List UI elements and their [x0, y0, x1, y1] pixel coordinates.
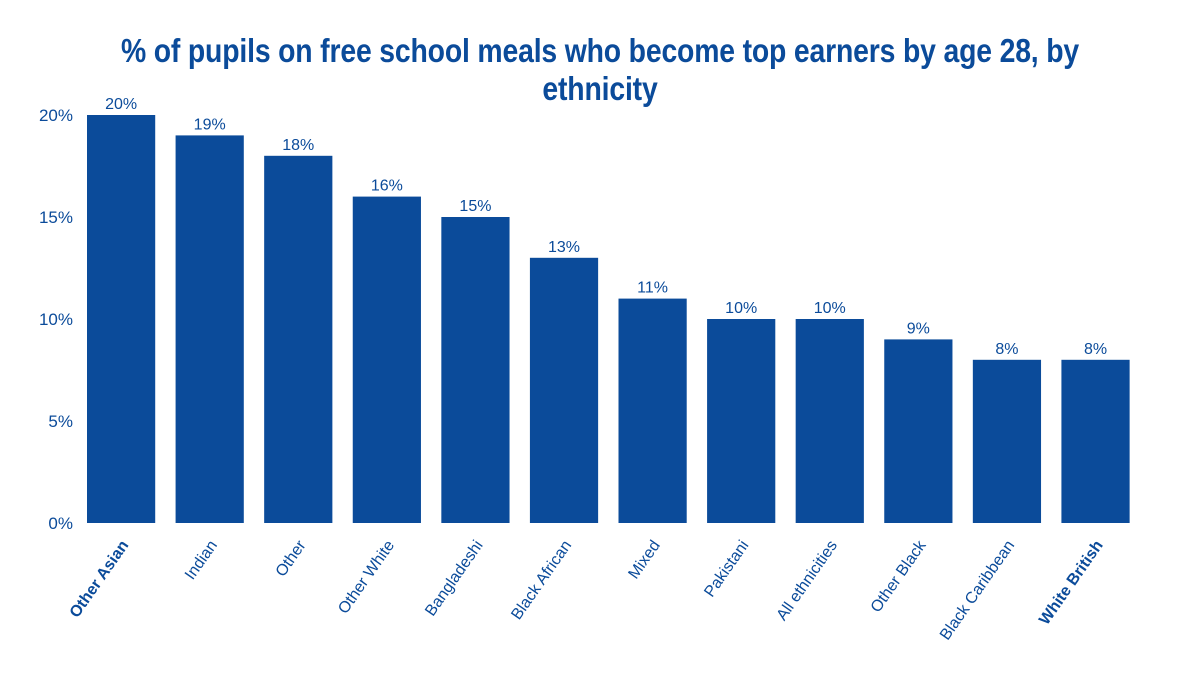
bar: [707, 319, 776, 523]
data-label: 13%: [548, 239, 580, 256]
bars-group: [87, 115, 1130, 524]
category-label: Other: [273, 537, 310, 580]
y-tick-label: 15%: [39, 208, 73, 227]
category-label: Other Black: [868, 537, 930, 616]
data-label: 20%: [105, 96, 137, 113]
data-label: 8%: [995, 341, 1018, 358]
bar: [87, 115, 156, 523]
data-label: 19%: [194, 116, 226, 133]
data-label: 10%: [814, 300, 846, 317]
data-label: 11%: [637, 280, 668, 297]
category-label: Black African: [508, 538, 575, 624]
category-label: Bangladeshi: [422, 538, 486, 620]
chart-title: % of pupils on free school meals who bec…: [120, 32, 1080, 107]
category-label: Mixed: [625, 538, 663, 583]
category-label: Other White: [335, 537, 398, 617]
data-label: 9%: [907, 320, 930, 337]
category-label: All ethnicities: [774, 538, 841, 624]
category-label: Other Asian: [67, 538, 133, 622]
data-label: 10%: [725, 300, 757, 317]
data-label: 18%: [282, 137, 314, 154]
y-tick-label: 0%: [48, 514, 73, 533]
bar: [441, 217, 510, 523]
y-axis-ticks: 0% 5% 10% 15% 20%: [39, 106, 73, 533]
data-labels-group: 20% 19% 18% 16% 15% 13% 11% 10% 10% 9% 8% 8%: [105, 96, 1107, 358]
bar: [795, 319, 864, 523]
bar: [264, 155, 333, 524]
bar: [352, 196, 421, 523]
bar: [529, 257, 599, 523]
category-labels-group: Other Asian Indian Other Other White Banglad…: [67, 537, 1107, 644]
category-label: Black Caribbean: [937, 538, 1018, 644]
y-tick-label: 20%: [39, 106, 73, 125]
bar: [884, 339, 953, 523]
data-label: 15%: [459, 198, 491, 215]
y-tick-label: 10%: [39, 310, 73, 329]
y-tick-label: 5%: [48, 412, 73, 431]
data-label: 8%: [1084, 341, 1107, 358]
bar: [972, 359, 1042, 523]
category-label: Indian: [182, 538, 221, 583]
category-label: Pakistani: [701, 538, 752, 601]
category-label: White British: [1036, 538, 1107, 629]
bar: [618, 298, 687, 523]
bar: [175, 135, 244, 523]
bar: [1061, 359, 1130, 523]
data-label: 16%: [371, 178, 403, 195]
